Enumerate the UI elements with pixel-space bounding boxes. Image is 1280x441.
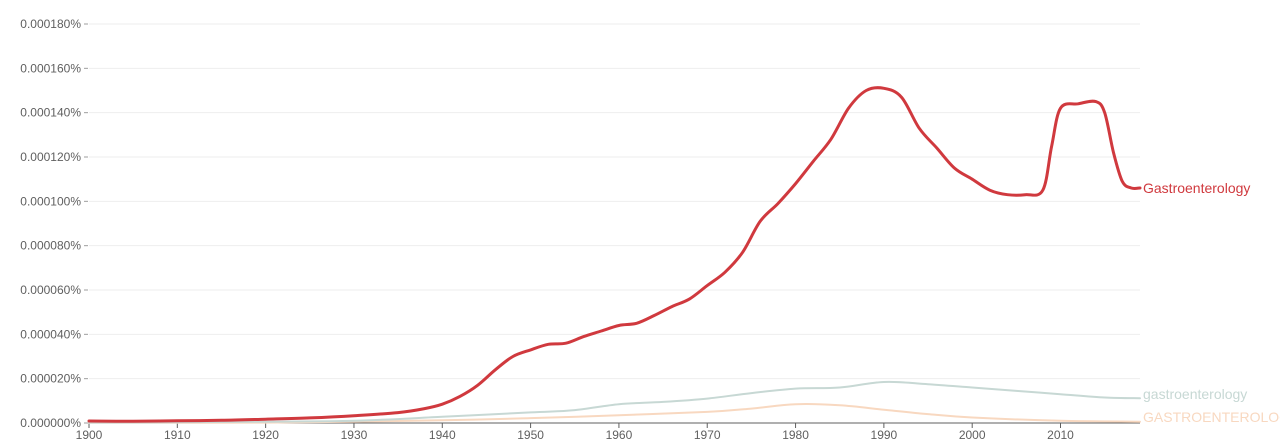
y-tick-label: 0.000080%	[20, 239, 81, 253]
x-tick-label: 1940	[429, 428, 456, 441]
x-axis: 1900 1910 1920 1930 1940 1950 1960 1970 1980 1990…	[76, 422, 1140, 441]
series-label-gastroenterology-2[interactable]: GASTROENTEROLOGY	[1143, 409, 1280, 425]
gridlines	[89, 23, 1140, 424]
y-tick-label: 0.000180%	[20, 17, 81, 31]
x-tick-label: 1900	[76, 428, 103, 441]
y-tick-label: 0.000140%	[20, 106, 81, 120]
series-labels: GASTROENTEROLOGY gastroenterology Gastroen…	[1143, 180, 1280, 425]
x-tick-label: 1970	[694, 428, 721, 441]
series-lines	[87, 86, 1142, 424]
x-tick-label: 1920	[252, 428, 279, 441]
series-label-gastroenterology-1[interactable]: gastroenterology	[1143, 386, 1247, 402]
y-tick-label: 0.000000%	[20, 416, 81, 430]
series-line-gastroenterology-0[interactable]	[87, 86, 1142, 423]
x-tick-label: 1910	[164, 428, 191, 441]
series-line-gastroenterology-1[interactable]	[88, 380, 1141, 424]
series-line-gastroenterology-2[interactable]	[88, 402, 1141, 424]
x-tick-label: 1930	[341, 428, 368, 441]
y-tick-label: 0.000060%	[20, 283, 81, 297]
y-tick-label: 0.000120%	[20, 150, 81, 164]
x-tick-label: 1980	[782, 428, 809, 441]
y-tick-label: 0.000020%	[20, 372, 81, 386]
x-tick-label: 1990	[871, 428, 898, 441]
y-tick-label: 0.000040%	[20, 327, 81, 341]
y-axis: 0.000000% 0.000020% 0.000040% 0.000060% 0.00…	[20, 17, 88, 430]
x-tick-label: 2000	[959, 428, 986, 441]
y-tick-label: 0.000160%	[20, 61, 81, 75]
x-tick-label: 1950	[517, 428, 544, 441]
x-tick-label: 1960	[606, 428, 633, 441]
y-tick-label: 0.000100%	[20, 194, 81, 208]
series-label-gastroenterology-0[interactable]: Gastroenterology	[1143, 180, 1250, 196]
x-tick-label: 2010	[1047, 428, 1074, 441]
